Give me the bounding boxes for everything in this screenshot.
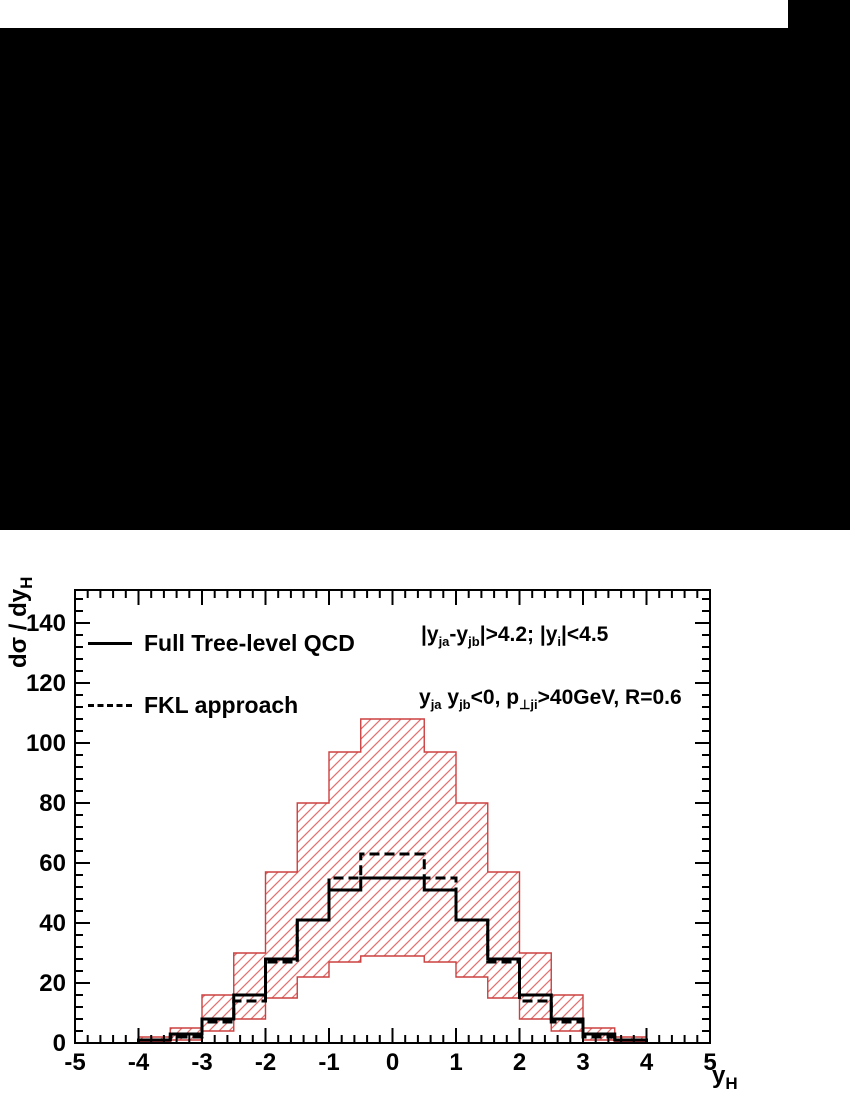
- annotation-subscript: jb: [459, 697, 471, 713]
- annotation-text: -y: [449, 623, 469, 646]
- qcd-histogram-line: [137, 876, 648, 1043]
- svg-text:140: 140: [26, 610, 66, 637]
- plot-area: -5 -4 -3 -2 -1 0 1 2 3 4 5 0 20 40 60 80 100 120 140 yH dσ /…: [0, 530, 850, 1100]
- legend: Full Tree-level QCD FKL approach: [88, 628, 355, 720]
- svg-text:-1: -1: [318, 1049, 339, 1076]
- svg-text:100: 100: [26, 730, 66, 757]
- annotation-subscript: ja: [430, 697, 442, 713]
- svg-text:80: 80: [39, 790, 66, 817]
- legend-entry-fkl: FKL approach: [88, 690, 355, 720]
- uncertainty-band: [137, 718, 648, 1043]
- cuts-annotation-rapidity: |yja-yjb|>4.2; |yi|<4.5: [421, 623, 608, 649]
- svg-text:40: 40: [39, 910, 66, 937]
- dashed-line-sample-icon: [88, 703, 132, 707]
- svg-text:-4: -4: [128, 1049, 150, 1076]
- annotation-text: |>4.2; |y: [479, 623, 558, 646]
- axis-tick-labels: -5 -4 -3 -2 -1 0 1 2 3 4 5 0 20 40 60 80 100 120 140: [26, 610, 717, 1076]
- svg-text:60: 60: [39, 850, 66, 877]
- cuts-annotation-pt: yja yjb<0, p⊥ji>40GeV, R=0.6: [419, 686, 682, 713]
- annotation-subscript: jb: [468, 634, 480, 650]
- annotation-text: <0, p: [470, 686, 520, 709]
- fkl-histogram-line: [137, 852, 648, 1043]
- svg-text:0: 0: [53, 1030, 66, 1057]
- svg-text:3: 3: [576, 1049, 589, 1076]
- axis-ticks: [74, 590, 711, 1044]
- annotation-text: |<4.5: [561, 623, 609, 646]
- svg-text:2: 2: [513, 1049, 526, 1076]
- svg-text:20: 20: [39, 970, 66, 997]
- svg-text:120: 120: [26, 670, 66, 697]
- annotation-text: >40GeV, R=0.6: [537, 686, 682, 709]
- annotation-subscript: i: [557, 634, 562, 650]
- top-black-mask: [0, 0, 850, 530]
- top-white-notch: [0, 0, 788, 28]
- x-axis-title: yH: [712, 1062, 738, 1093]
- legend-label-fkl: FKL approach: [144, 691, 299, 718]
- annotation-subscript: ⊥ji: [519, 697, 538, 713]
- svg-text:-5: -5: [64, 1049, 85, 1076]
- legend-entry-qcd: Full Tree-level QCD: [88, 628, 355, 658]
- y-axis-title: dσ / dyH: [5, 577, 36, 668]
- solid-line-sample-icon: [88, 641, 132, 645]
- annotation-text: y: [441, 686, 460, 709]
- svg-text:0: 0: [386, 1049, 399, 1076]
- svg-text:-2: -2: [255, 1049, 276, 1076]
- svg-text:5: 5: [703, 1049, 716, 1076]
- legend-label-qcd: Full Tree-level QCD: [144, 629, 355, 656]
- histogram-plot: -5 -4 -3 -2 -1 0 1 2 3 4 5 0 20 40 60 80 100 120 140 yH dσ /…: [5, 577, 738, 1093]
- svg-text:-3: -3: [191, 1049, 212, 1076]
- annotation-subscript: ja: [438, 634, 450, 650]
- svg-text:1: 1: [449, 1049, 462, 1076]
- annotation-text: |y: [421, 623, 439, 646]
- svg-text:4: 4: [640, 1049, 654, 1076]
- annotation-text: y: [419, 686, 431, 709]
